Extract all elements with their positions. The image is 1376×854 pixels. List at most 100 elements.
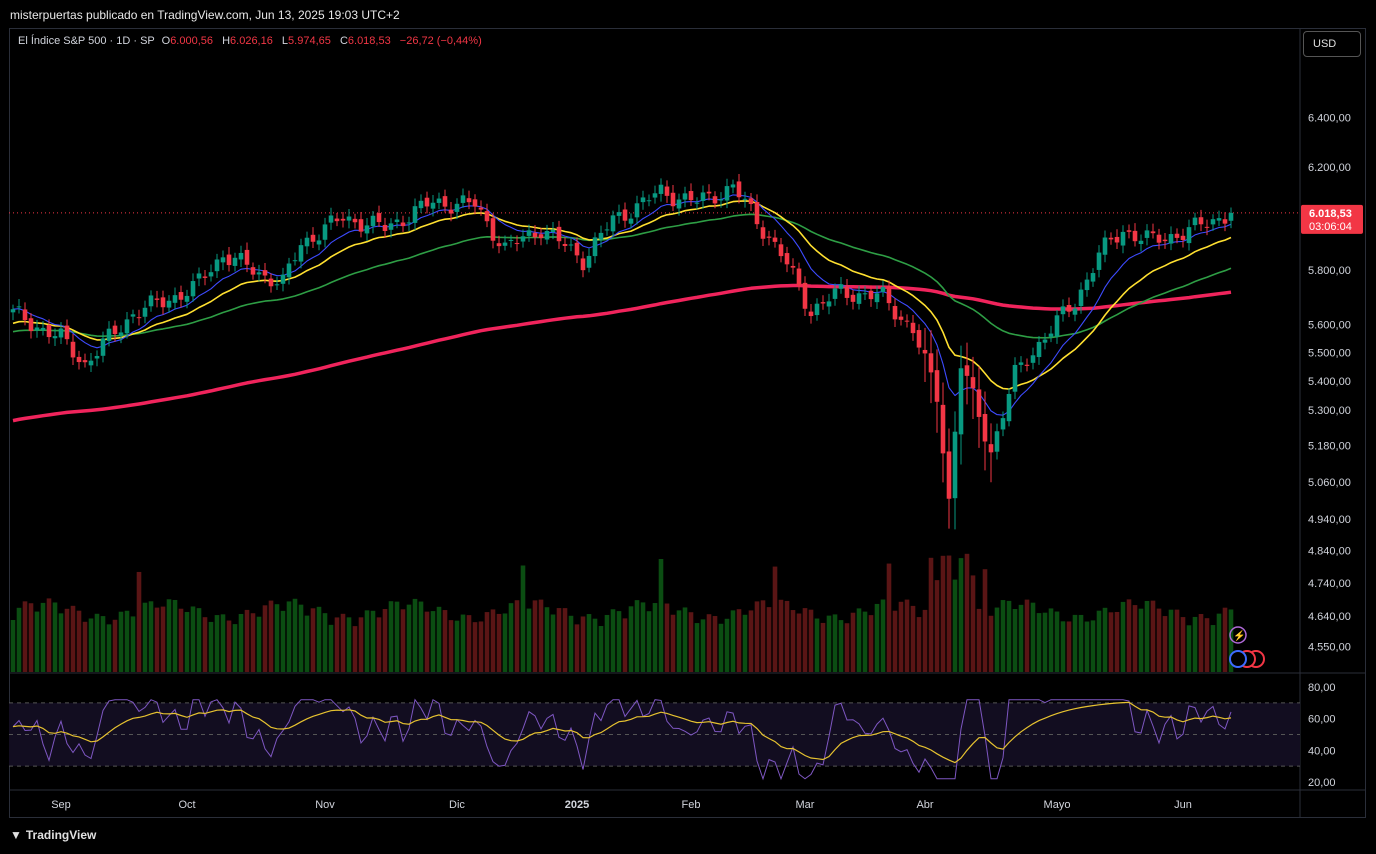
volume-bar — [538, 599, 544, 672]
candle-body — [826, 301, 832, 307]
candle-body — [940, 404, 946, 454]
volume-bar — [40, 602, 46, 672]
candle-body — [844, 286, 850, 298]
candle-body — [1096, 252, 1102, 270]
volume-bar — [1120, 601, 1126, 672]
volume-bar — [892, 610, 898, 672]
candle-body — [964, 365, 970, 376]
high-label: H — [222, 35, 231, 47]
volume-bar — [970, 575, 976, 672]
volume-bar — [496, 613, 502, 672]
candle-body — [916, 330, 922, 348]
volume-bar — [1150, 600, 1156, 672]
candle-body — [508, 239, 514, 241]
candle-body — [400, 222, 406, 227]
rsi-tick-label: 80,00 — [1308, 682, 1336, 694]
candle-body — [862, 293, 868, 295]
candle-body — [1210, 219, 1216, 225]
candle-body — [934, 370, 940, 402]
candle-body — [622, 209, 628, 221]
candle-body — [262, 270, 268, 276]
candle-body — [190, 281, 196, 297]
volume-bar — [748, 610, 754, 672]
volume-bar — [10, 620, 16, 672]
candle-body — [592, 237, 598, 257]
candle-body — [340, 218, 346, 221]
volume-bar — [736, 609, 742, 672]
volume-bar — [880, 599, 886, 672]
volume-bar — [1030, 602, 1036, 672]
volume-bar — [1036, 613, 1042, 672]
volume-bar — [922, 609, 928, 672]
candle-body — [82, 360, 88, 363]
volume-bar — [370, 610, 376, 672]
candle-body — [850, 294, 856, 302]
candle-body — [22, 309, 28, 321]
candle-body — [742, 198, 748, 200]
volume-bar — [916, 617, 922, 672]
candle-body — [904, 320, 910, 322]
candle-body — [148, 295, 154, 307]
ema-mid-line — [12, 200, 1232, 390]
candle-body — [532, 232, 538, 238]
candle-body — [376, 213, 382, 223]
candle-body — [100, 338, 106, 356]
volume-bar — [478, 621, 484, 672]
currency-button[interactable]: USD — [1303, 31, 1361, 57]
candle-body — [886, 286, 892, 304]
volume-bar — [298, 604, 304, 672]
volume-bar — [226, 620, 232, 672]
candle-body — [520, 236, 526, 242]
volume-bar — [1096, 610, 1102, 672]
candle-body — [730, 184, 736, 188]
volume-bar — [394, 601, 400, 672]
ema-slow-line — [12, 213, 1232, 339]
change-value: −26,72 (−0,44%) — [399, 35, 482, 47]
candle-body — [1000, 418, 1006, 430]
volume-bar — [232, 624, 238, 672]
candle-body — [88, 360, 94, 366]
candle-body — [1102, 237, 1108, 255]
volume-bar — [82, 621, 88, 672]
volume-bar — [268, 600, 274, 672]
volume-bar — [910, 605, 916, 672]
candle-body — [790, 265, 796, 268]
time-axis-label: Feb — [682, 799, 701, 811]
rsi-tick-label: 20,00 — [1308, 777, 1336, 789]
candle-body — [484, 211, 490, 222]
volume-bar — [406, 604, 412, 672]
candle-body — [556, 226, 562, 242]
candle-body — [202, 276, 208, 278]
candle-body — [784, 253, 790, 265]
volume-bar — [436, 606, 442, 672]
volume-bar — [220, 614, 226, 672]
candle-body — [412, 206, 418, 223]
candle-body — [1066, 305, 1072, 312]
volume-bar — [1090, 620, 1096, 672]
volume-bar — [1180, 617, 1186, 672]
volume-bar — [154, 607, 160, 672]
volume-bar — [1102, 607, 1108, 672]
volume-bar — [682, 607, 688, 672]
volume-bar — [850, 612, 856, 672]
volume-bar — [1192, 616, 1198, 672]
volume-bar — [358, 617, 364, 672]
candle-body — [292, 260, 298, 262]
candle-body — [952, 431, 958, 499]
candle-body — [748, 198, 754, 205]
candle-body — [988, 444, 994, 453]
volume-bar — [856, 608, 862, 672]
candle-body — [1180, 235, 1186, 240]
volume-bar — [700, 619, 706, 672]
candle-body — [172, 295, 178, 303]
volume-bar — [328, 624, 334, 672]
volume-bar — [616, 611, 622, 672]
volume-bar — [598, 626, 604, 672]
candle-body — [796, 268, 802, 286]
candle-body — [808, 311, 814, 317]
candle-body — [574, 242, 580, 256]
candle-body — [970, 377, 976, 389]
volume-bar — [1048, 608, 1054, 672]
volume-bar — [148, 601, 154, 672]
